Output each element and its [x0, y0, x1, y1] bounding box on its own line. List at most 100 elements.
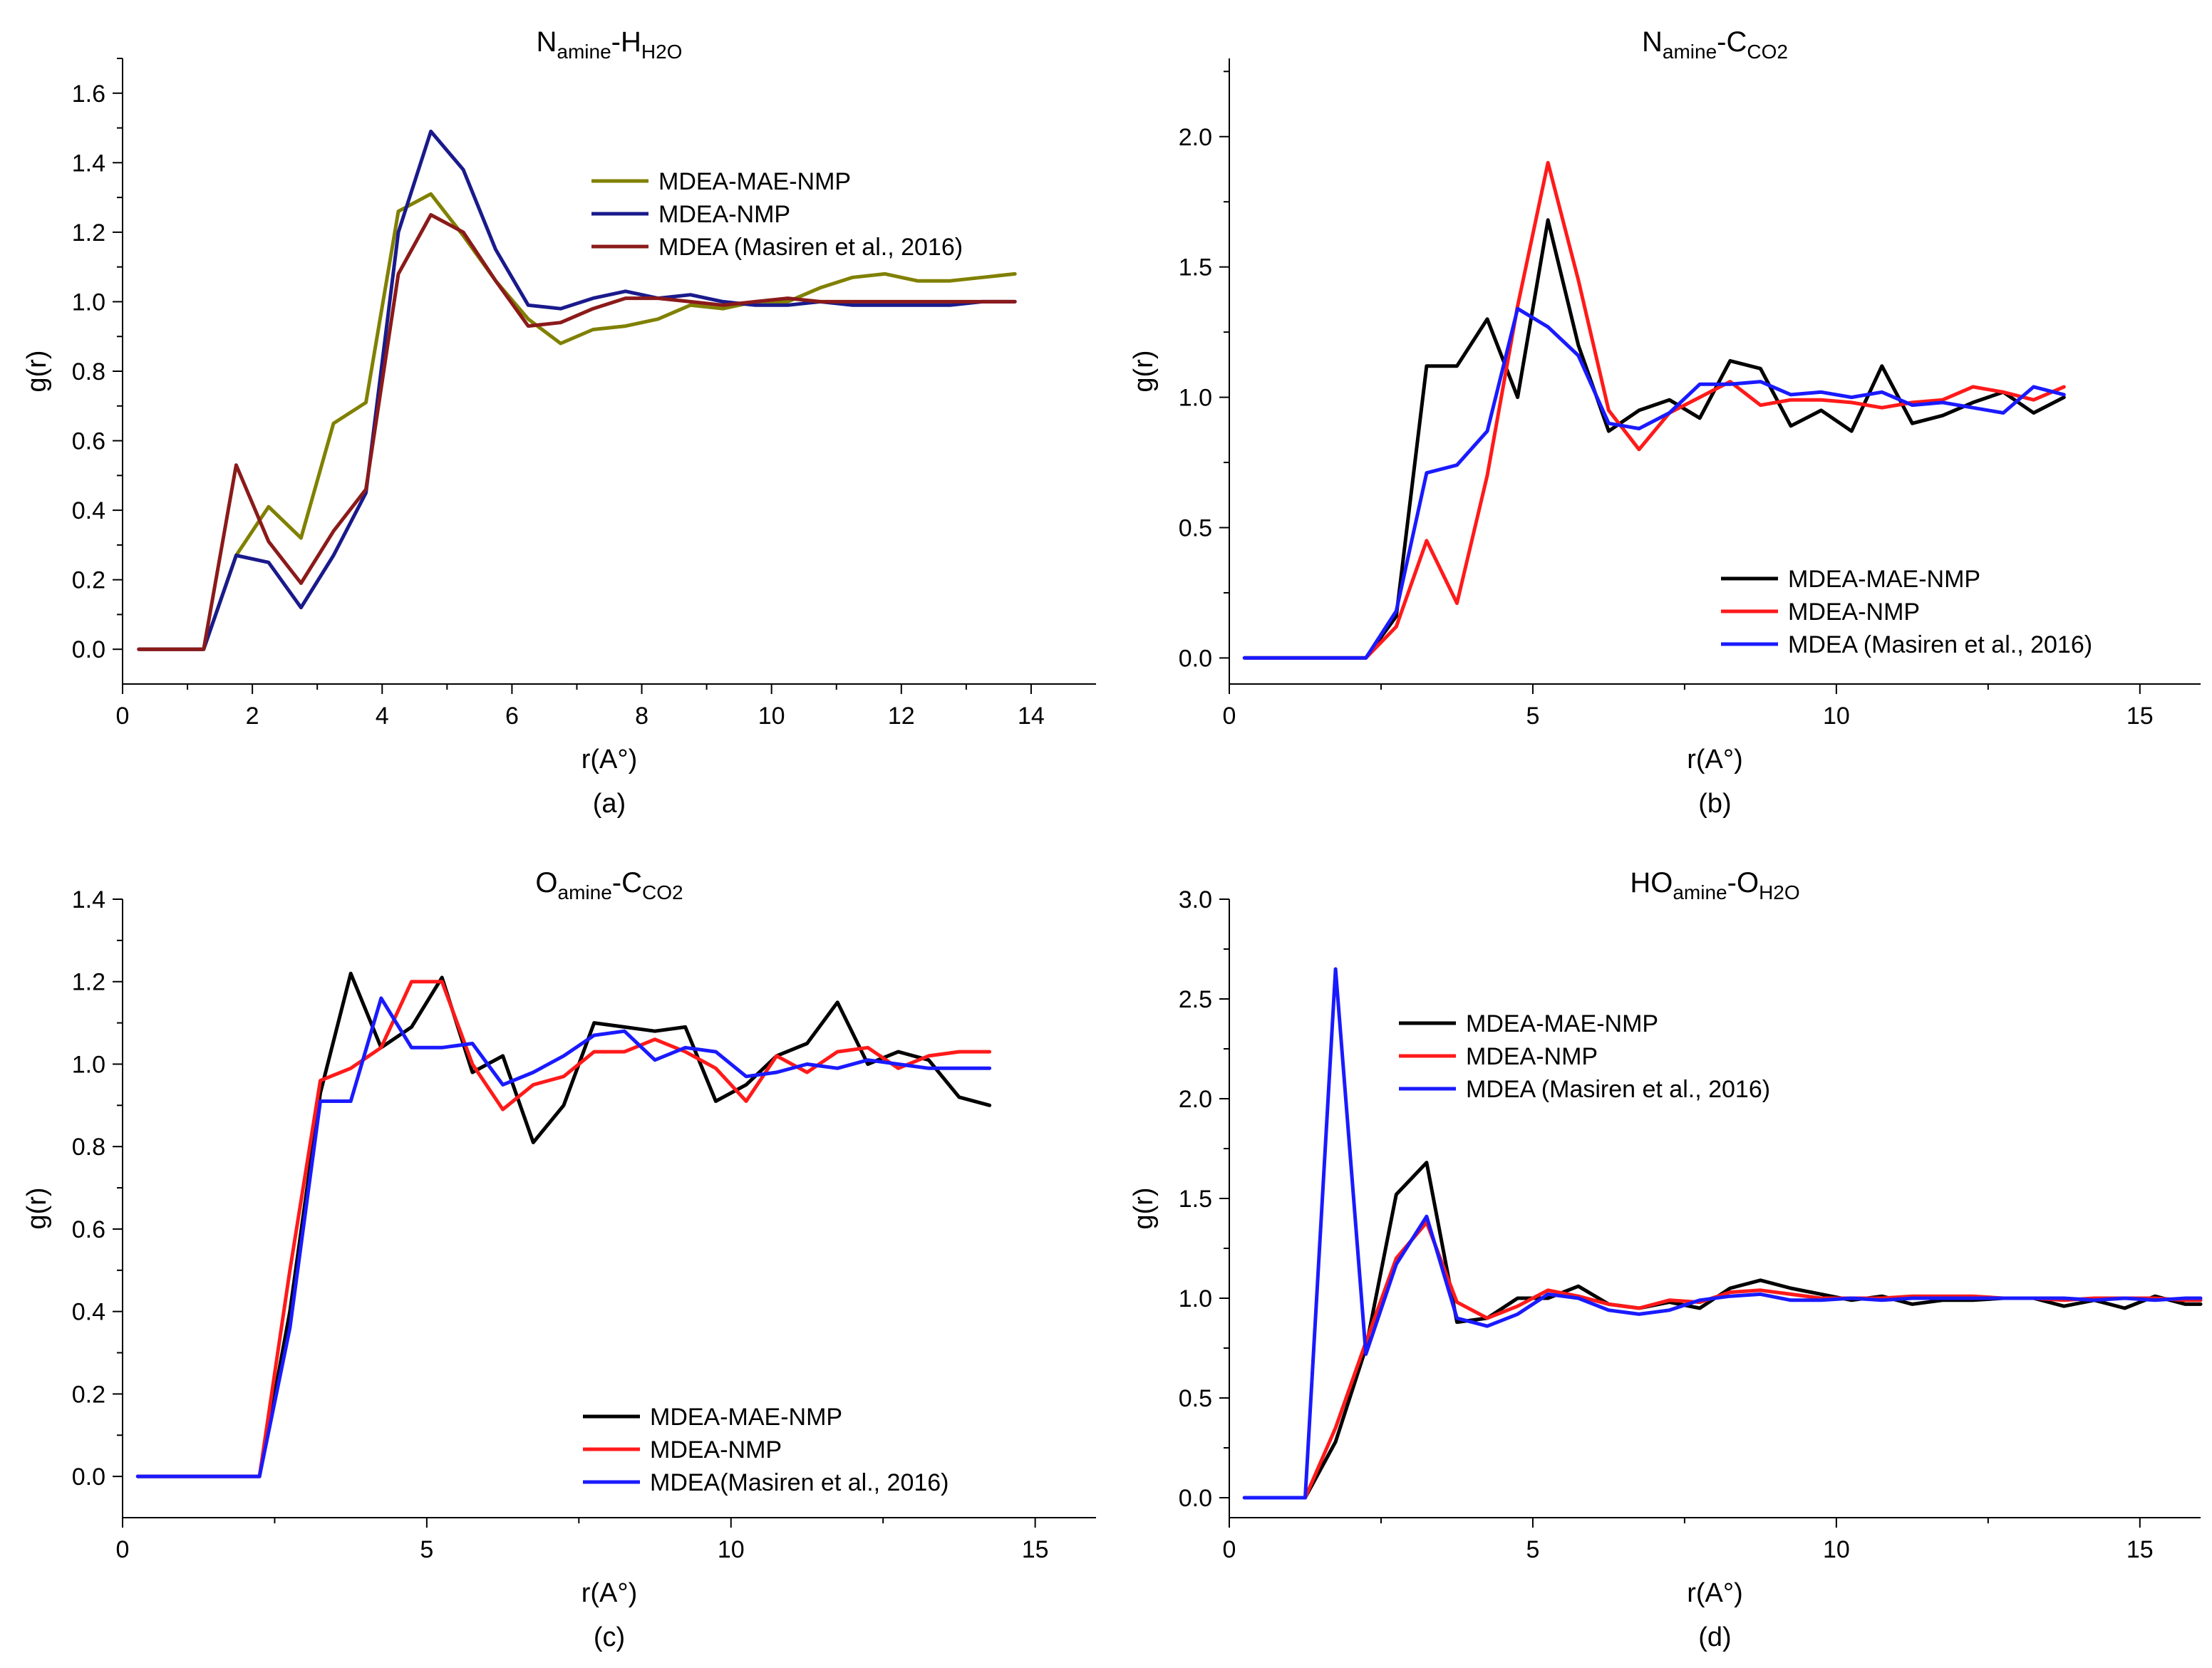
y-tick-label: 0.4 — [72, 497, 105, 524]
chart-panel-4: 0 5 10 15 0.0 0.5 1.0 1.5 2.0 2.5 3.0 r(A°) g(r) (d) H… — [1129, 867, 2203, 1652]
series-line-3 — [1242, 306, 2066, 660]
chart-title: HOamine-OH2O — [1630, 867, 1799, 903]
legend-label: MDEA (Masiren et al., 2016) — [658, 234, 963, 261]
title-text: -H — [611, 26, 641, 58]
y-tick-label: 0.2 — [72, 1381, 105, 1408]
y-tick-label: 0.8 — [72, 1134, 105, 1161]
x-tick-label: 0 — [1223, 703, 1236, 730]
title-subscript: amine — [558, 881, 612, 903]
y-tick-label: 0.0 — [72, 636, 105, 663]
y-tick-label: 0.5 — [1179, 1385, 1212, 1412]
series-line-3 — [137, 213, 1017, 651]
y-tick-label: 0.2 — [72, 567, 105, 594]
x-tick-label: 15 — [2126, 703, 2154, 730]
y-tick-label: 0.0 — [1179, 645, 1212, 672]
y-tick-label: 0.5 — [1179, 515, 1212, 542]
series-line-1 — [1242, 1161, 2203, 1500]
x-tick-label: 15 — [1022, 1536, 1049, 1563]
chart-title: Namine-HH2O — [537, 26, 683, 63]
title-text: -C — [612, 867, 642, 898]
legend-label: MDEA-MAE-NMP — [1466, 1010, 1658, 1037]
panel-label: (a) — [593, 789, 626, 819]
legend-label: MDEA-MAE-NMP — [658, 168, 851, 195]
y-tick-label: 0.6 — [72, 1216, 105, 1243]
y-axis-label: g(r) — [22, 1187, 52, 1229]
y-tick-label: 1.0 — [1179, 385, 1212, 412]
y-tick-label: 2.0 — [1179, 124, 1212, 151]
x-axis-label: r(A°) — [582, 1578, 638, 1608]
x-tick-label: 14 — [1018, 703, 1045, 730]
x-tick-label: 12 — [888, 703, 915, 730]
title-subscript: CO2 — [642, 881, 683, 903]
chart-title: Oamine-CCO2 — [535, 867, 683, 903]
title-subscript: amine — [1663, 41, 1717, 63]
x-tick-label: 15 — [2126, 1536, 2154, 1563]
x-tick-label: 0 — [116, 703, 130, 730]
series-line-2 — [1242, 1221, 2203, 1500]
y-tick-label: 1.0 — [72, 1051, 105, 1078]
y-tick-label: 1.2 — [72, 219, 105, 247]
legend-label: MDEA-MAE-NMP — [650, 1404, 842, 1431]
x-axis-label: r(A°) — [1687, 745, 1743, 775]
y-tick-label: 1.0 — [1179, 1285, 1212, 1312]
y-tick-label: 1.5 — [1179, 1186, 1212, 1213]
chart-title: Namine-CCO2 — [1642, 26, 1788, 63]
chart-panel-2: 0 5 10 15 0.0 0.5 1.0 1.5 2.0 r(A°) g(r) (b) Namine-… — [1129, 26, 2201, 819]
x-axis-label: r(A°) — [1687, 1578, 1743, 1608]
legend: MDEA-MAE-NMP MDEA-NMP MDEA (Masiren et al.… — [1399, 1010, 1770, 1103]
title-text: N — [1642, 26, 1663, 58]
y-tick-label: 0.0 — [72, 1464, 105, 1491]
title-subscript: H2O — [1759, 881, 1800, 903]
y-axis-label: g(r) — [22, 350, 52, 392]
y-tick-label: 1.6 — [72, 81, 105, 108]
series-line-1 — [135, 971, 992, 1478]
legend-label: MDEA (Masiren et al., 2016) — [1788, 631, 2092, 658]
legend: MDEA-MAE-NMP MDEA-NMP MDEA (Masiren et al.… — [1721, 566, 2092, 658]
y-axis-label: g(r) — [1129, 350, 1159, 392]
y-axis-label: g(r) — [1129, 1187, 1159, 1229]
y-tick-label: 0.4 — [72, 1299, 105, 1326]
title-text: O — [535, 867, 557, 898]
x-tick-label: 10 — [718, 1536, 745, 1563]
series-line-3 — [135, 996, 992, 1478]
series-line-2 — [135, 980, 992, 1478]
series-line-2 — [1242, 160, 2066, 660]
x-tick-label: 6 — [505, 703, 519, 730]
legend: MDEA-MAE-NMP MDEA-NMP MDEA (Masiren et al.… — [591, 168, 963, 261]
legend-label: MDEA-MAE-NMP — [1788, 566, 1980, 593]
panel-label: (d) — [1698, 1622, 1731, 1652]
x-tick-label: 0 — [1223, 1536, 1236, 1563]
y-tick-label: 2.5 — [1179, 986, 1212, 1013]
legend: MDEA-MAE-NMP MDEA-NMP MDEA(Masiren et al.,… — [583, 1404, 949, 1496]
x-tick-label: 5 — [1526, 1536, 1539, 1563]
x-tick-label: 4 — [376, 703, 389, 730]
panel-label: (c) — [594, 1622, 625, 1652]
x-tick-label: 5 — [1526, 703, 1539, 730]
y-tick-label: 0.8 — [72, 358, 105, 385]
y-tick-label: 1.5 — [1179, 254, 1212, 281]
title-text: N — [537, 26, 557, 58]
y-tick-label: 0.6 — [72, 428, 105, 455]
series-line-1 — [137, 192, 1017, 651]
legend-label: MDEA-NMP — [1788, 599, 1920, 626]
title-subscript: amine — [1673, 881, 1727, 903]
x-axis-label: r(A°) — [582, 745, 638, 775]
title-text: -C — [1717, 26, 1747, 58]
series-line-2 — [137, 129, 1017, 651]
title-subscript: H2O — [641, 41, 683, 63]
y-tick-label: 1.4 — [72, 150, 105, 177]
y-tick-label: 1.2 — [72, 969, 105, 996]
legend-label: MDEA (Masiren et al., 2016) — [1466, 1076, 1770, 1103]
title-text: HO — [1630, 867, 1673, 898]
chart-panel-3: 0 5 10 15 0.0 0.2 0.4 0.6 0.8 1.0 1.2 1.4 r(A°) g(r) (… — [22, 867, 1096, 1652]
x-tick-label: 2 — [246, 703, 259, 730]
y-tick-label: 1.0 — [72, 289, 105, 316]
series-line-3 — [1242, 967, 2203, 1500]
y-tick-label: 3.0 — [1179, 886, 1212, 913]
legend-label: MDEA-NMP — [658, 201, 790, 228]
y-tick-label: 1.4 — [72, 886, 105, 913]
x-tick-label: 5 — [420, 1536, 433, 1563]
x-tick-label: 10 — [1823, 703, 1850, 730]
title-subscript: amine — [557, 41, 611, 63]
